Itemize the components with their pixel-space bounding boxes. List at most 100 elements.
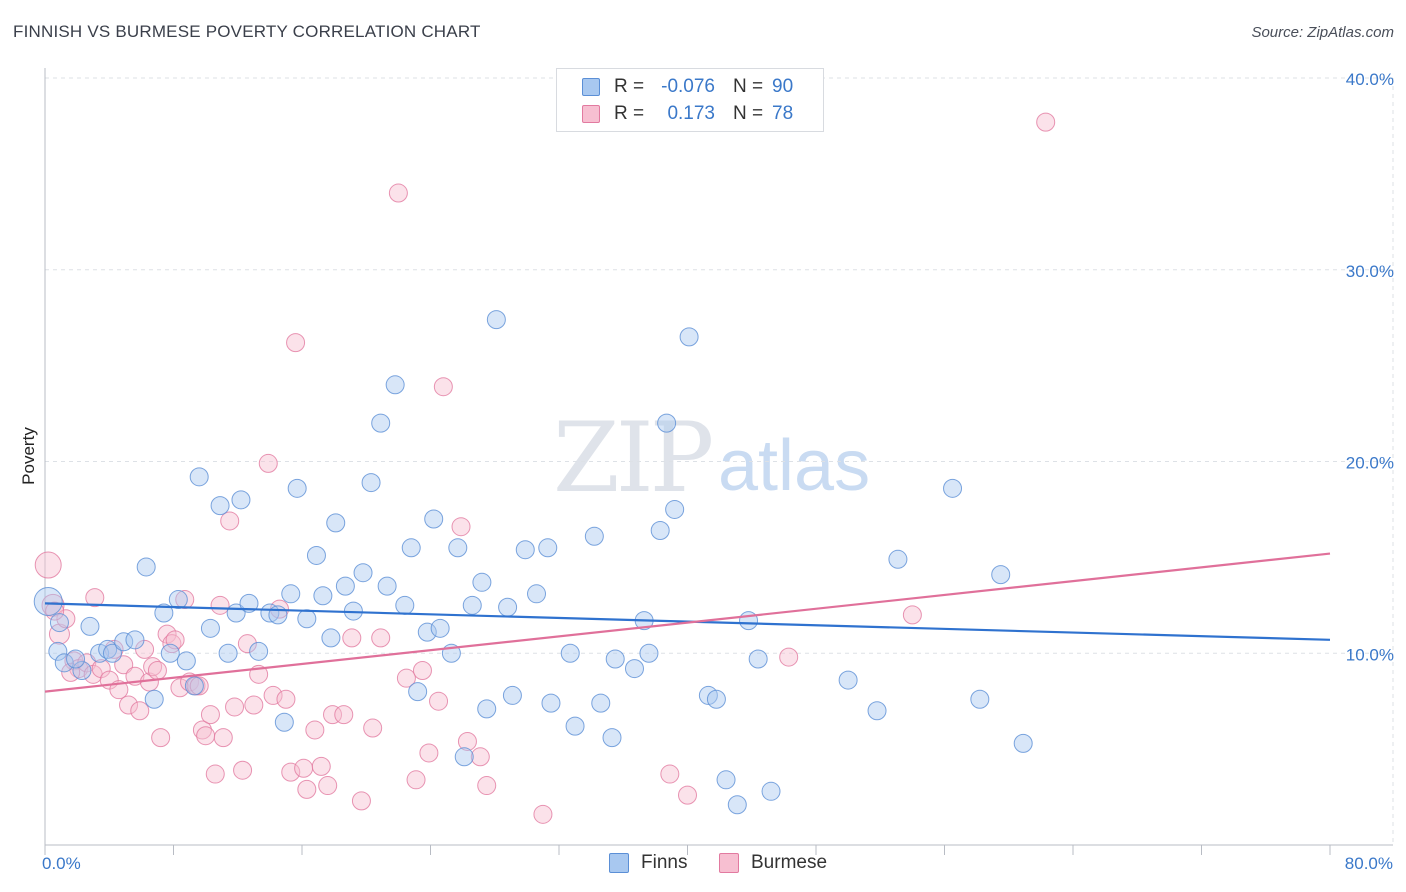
burmese-point bbox=[200, 705, 220, 725]
burmese-point bbox=[205, 764, 225, 784]
burmese-point bbox=[433, 377, 453, 397]
y-tick-label: 20.0% bbox=[1346, 454, 1394, 473]
burmese-point bbox=[305, 720, 325, 740]
burmese-point bbox=[318, 776, 338, 796]
burmese-point bbox=[233, 760, 253, 780]
burmese-point bbox=[412, 661, 432, 681]
burmese-point bbox=[170, 678, 190, 698]
y-axis-label: Poverty bbox=[19, 427, 38, 485]
burmese-point bbox=[34, 551, 62, 579]
finns-point bbox=[66, 649, 86, 669]
finns-point bbox=[665, 499, 685, 519]
burmese-point bbox=[311, 756, 331, 776]
finns-point bbox=[706, 689, 726, 709]
finns-point bbox=[584, 526, 604, 546]
burmese-point bbox=[470, 747, 490, 767]
burmese-point bbox=[119, 695, 139, 715]
finns-point bbox=[605, 649, 625, 669]
burmese-point bbox=[175, 590, 195, 610]
burmese-point bbox=[130, 701, 150, 721]
finns-point bbox=[80, 616, 100, 636]
burmese-point bbox=[678, 785, 697, 805]
burmese-point bbox=[323, 705, 343, 725]
burmese-point bbox=[151, 728, 171, 748]
y-tick-label: 30.0% bbox=[1346, 262, 1394, 281]
finns-point bbox=[210, 496, 230, 516]
finns-point bbox=[361, 473, 381, 493]
finns-point bbox=[154, 603, 174, 623]
finns-point bbox=[184, 676, 204, 696]
burmese-point bbox=[371, 628, 391, 648]
finns-point bbox=[838, 670, 858, 690]
finns-point bbox=[306, 545, 326, 565]
finns-point bbox=[448, 538, 468, 558]
watermark-zip: ZIP bbox=[553, 402, 714, 514]
finns-point bbox=[385, 375, 405, 395]
finns-point bbox=[716, 770, 736, 790]
finns-point bbox=[281, 584, 301, 604]
finns-point bbox=[538, 538, 558, 558]
burmese-point bbox=[220, 511, 240, 531]
finns-point bbox=[727, 795, 747, 815]
burmese-point bbox=[135, 639, 155, 659]
finns-point bbox=[371, 413, 391, 433]
finns-r-label: R = bbox=[614, 76, 645, 97]
finns-point bbox=[424, 509, 444, 529]
burmese-point bbox=[276, 689, 296, 709]
finns-point bbox=[249, 641, 269, 661]
finns-point bbox=[189, 467, 209, 487]
grid-lines bbox=[45, 77, 1395, 845]
x-tick-label-min: 0.0% bbox=[42, 854, 81, 873]
burmese-point bbox=[48, 623, 70, 645]
x-tick-label-max: 80.0% bbox=[1345, 854, 1393, 873]
burmese-point bbox=[286, 333, 306, 353]
axis-labels: 10.0% 20.0% 30.0% 40.0% 0.0% 80.0% Poverty bbox=[19, 70, 1394, 873]
legend-row-burmese: R = 0.173 N = 78 bbox=[557, 101, 823, 127]
burmese-legend-label: Burmese bbox=[751, 852, 828, 873]
finns-point bbox=[239, 593, 259, 613]
finns-point bbox=[991, 565, 1011, 585]
burmese-point bbox=[342, 628, 362, 648]
burmese-point bbox=[902, 605, 922, 625]
finns-point bbox=[657, 413, 677, 433]
finns-point bbox=[395, 595, 415, 615]
burmese-r-label: R = bbox=[614, 103, 645, 124]
finns-point bbox=[49, 613, 69, 633]
finns-point bbox=[472, 572, 492, 592]
burmese-point bbox=[1036, 112, 1056, 132]
burmese-point bbox=[237, 634, 257, 654]
finns-point bbox=[268, 605, 288, 625]
finns-point bbox=[313, 586, 333, 606]
finns-point bbox=[515, 540, 535, 560]
burmese-point bbox=[147, 661, 167, 681]
burmese-points bbox=[34, 112, 1056, 824]
burmese-point bbox=[192, 720, 212, 740]
finns-point bbox=[970, 689, 990, 709]
burmese-point bbox=[779, 647, 799, 667]
finns-point bbox=[679, 327, 699, 347]
burmese-r-value: 0.173 bbox=[667, 103, 715, 124]
finns-point bbox=[650, 521, 670, 541]
finns-point bbox=[639, 643, 659, 663]
burmese-point bbox=[114, 655, 134, 675]
burmese-point bbox=[281, 762, 301, 782]
finns-r-value: -0.076 bbox=[661, 76, 715, 97]
finns-point bbox=[176, 651, 196, 671]
burmese-point bbox=[189, 676, 209, 696]
burmese-point bbox=[429, 691, 449, 711]
burmese-point bbox=[85, 588, 105, 608]
finns-point bbox=[168, 590, 188, 610]
finns-point bbox=[160, 643, 180, 663]
axes bbox=[44, 68, 1393, 855]
burmese-n-value: 78 bbox=[772, 103, 794, 124]
finns-point bbox=[218, 643, 238, 663]
finns-point bbox=[321, 628, 341, 648]
finns-point bbox=[48, 641, 68, 661]
burmese-point bbox=[213, 728, 233, 748]
finns-point bbox=[624, 659, 644, 679]
burmese-point bbox=[91, 659, 111, 679]
burmese-point bbox=[660, 764, 680, 784]
finns-point bbox=[102, 643, 122, 663]
finns-point bbox=[274, 712, 294, 732]
